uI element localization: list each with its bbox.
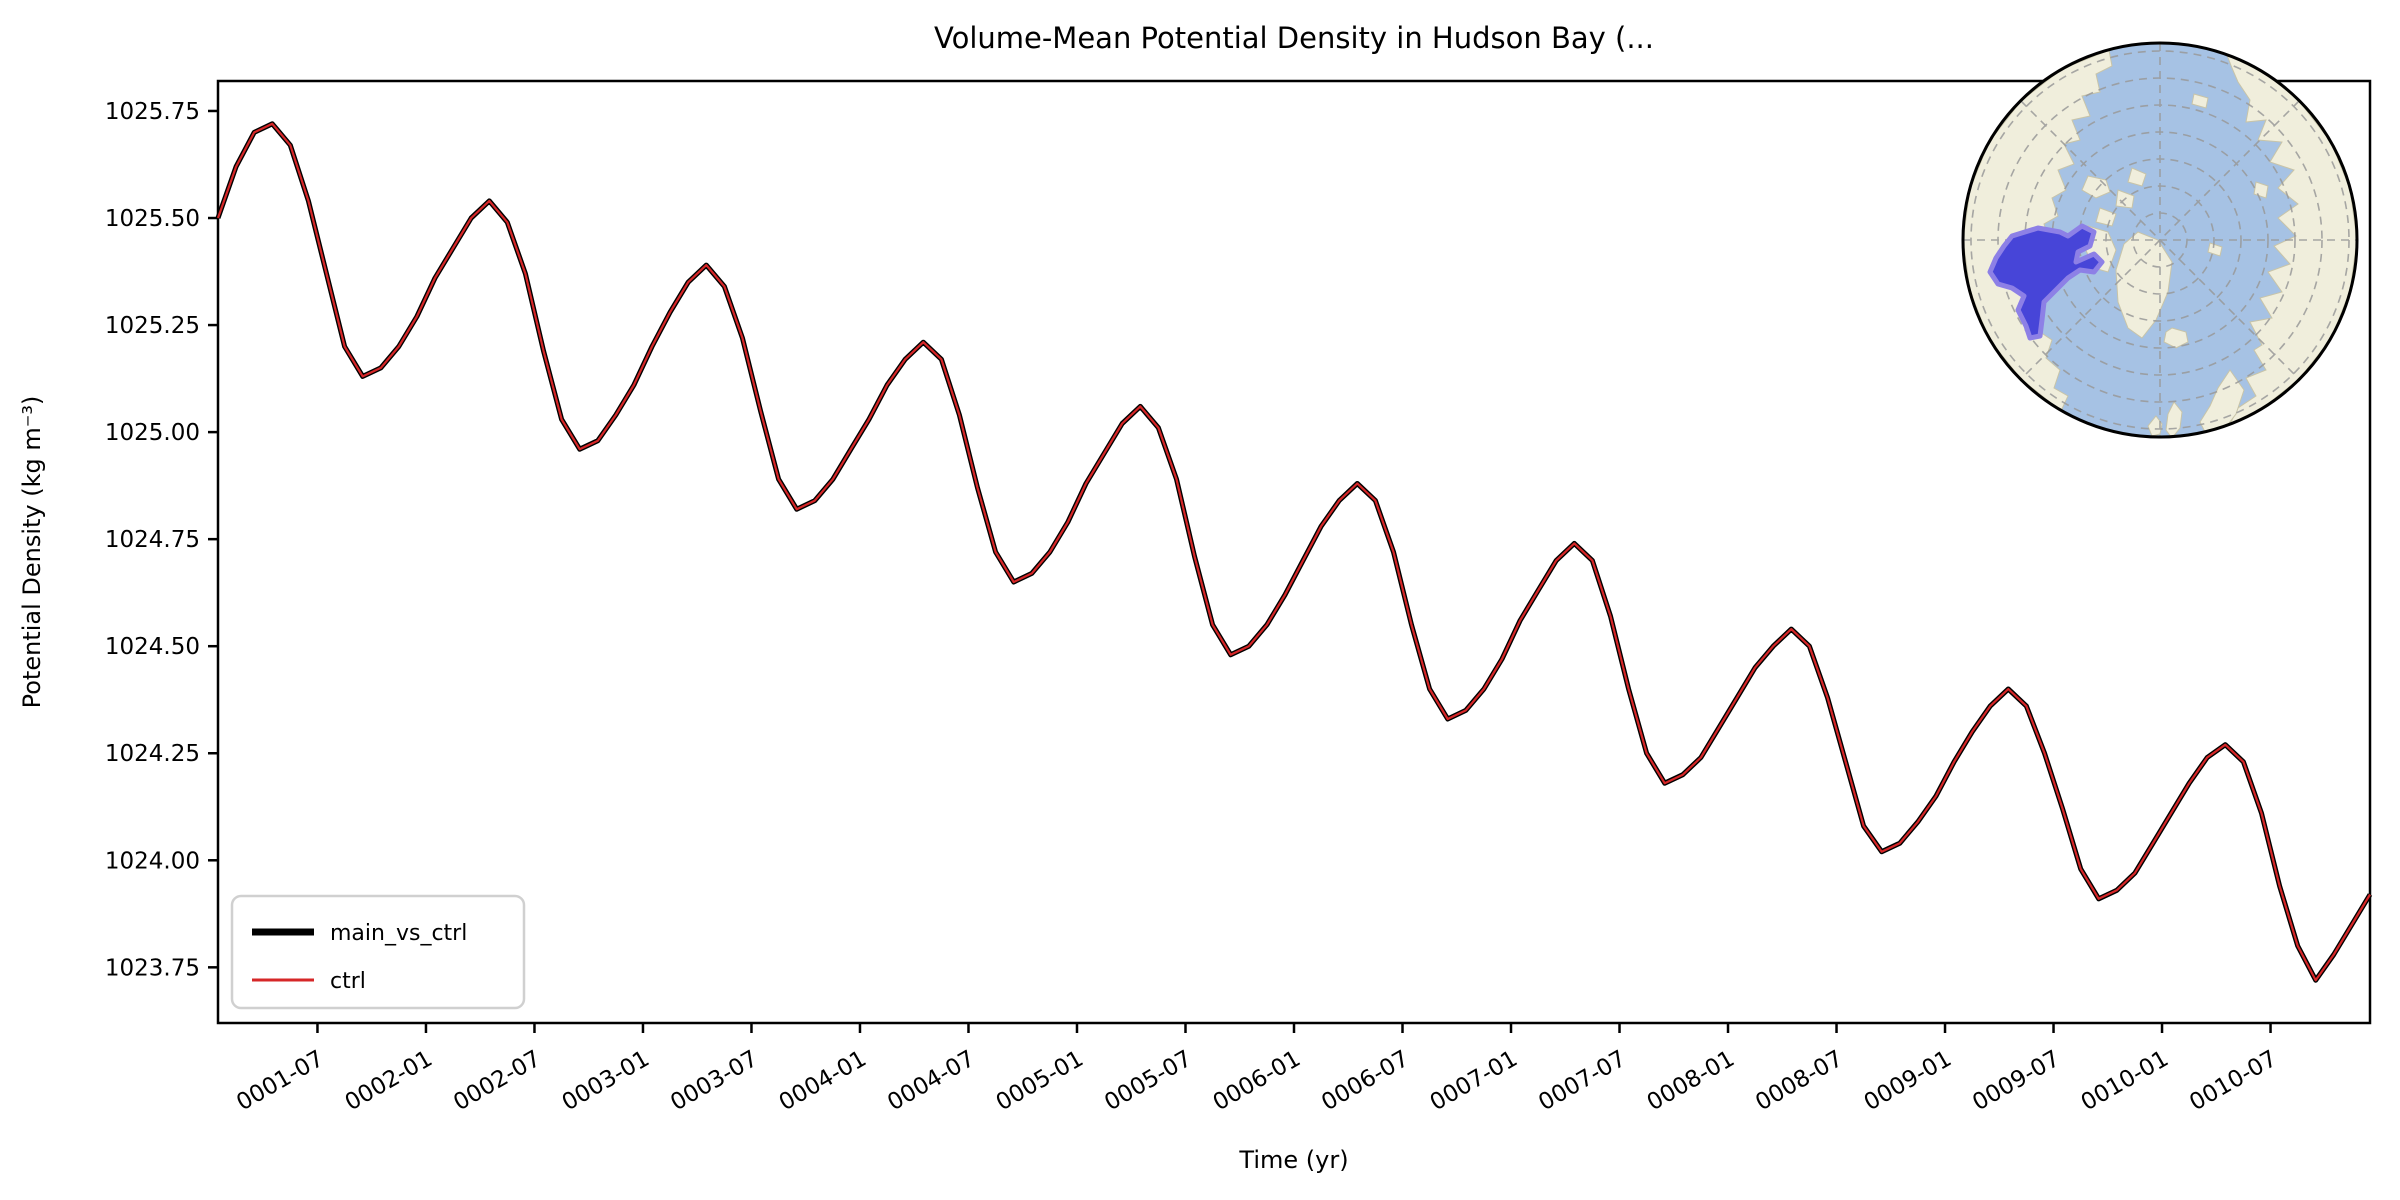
legend-label-main: main_vs_ctrl: [330, 921, 467, 946]
x-axis-label: Time (yr): [1238, 1146, 1348, 1174]
inset-map: [1961, 41, 2359, 439]
x-tick-label: 0002-01: [341, 1046, 437, 1117]
x-tick-label: 0004-07: [883, 1046, 979, 1117]
x-tick-label: 0003-01: [558, 1046, 654, 1117]
x-tick-label: 0008-01: [1643, 1046, 1739, 1117]
y-axis-label: Potential Density (kg m⁻³): [18, 396, 46, 709]
x-tick-label: 0009-01: [1860, 1046, 1956, 1117]
x-tick-label: 0007-01: [1426, 1046, 1522, 1117]
x-tick-label: 0010-07: [2185, 1046, 2281, 1117]
y-tick-label: 1025.00: [105, 420, 200, 446]
x-tick-label: 0003-07: [666, 1046, 762, 1117]
y-tick-label: 1025.75: [105, 99, 200, 125]
legend: main_vs_ctrl ctrl: [230, 894, 526, 1010]
x-tick-label: 0008-07: [1751, 1046, 1847, 1117]
legend-label-ctrl: ctrl: [330, 969, 366, 994]
hudson-bay-highlight: [1987, 223, 2105, 341]
y-tick-label: 1024.50: [105, 634, 200, 660]
x-tick-label: 0005-01: [992, 1046, 1088, 1117]
x-tick-label: 0005-07: [1100, 1046, 1196, 1117]
x-tick-label: 0007-07: [1534, 1046, 1630, 1117]
map-outline: [1961, 41, 2359, 439]
y-tick-label: 1025.50: [105, 206, 200, 232]
legend-box: [230, 894, 526, 1010]
x-tick-label: 0006-01: [1209, 1046, 1305, 1117]
y-tick-label: 1023.75: [105, 955, 200, 981]
y-tick-label: 1024.25: [105, 741, 200, 767]
series-line-ctrl: [216, 122, 2371, 982]
map-graticule: [1963, 43, 2357, 437]
y-tick-label: 1024.75: [105, 527, 200, 553]
y-tick-label: 1025.25: [105, 313, 200, 339]
x-tick-label: 0001-07: [232, 1046, 328, 1117]
x-tick-label: 0006-07: [1317, 1046, 1413, 1117]
x-tick-label: 0009-07: [1968, 1046, 2064, 1117]
chart-title: Volume-Mean Potential Density in Hudson …: [934, 21, 1654, 55]
x-tick-label: 0002-07: [449, 1046, 545, 1117]
y-tick-label: 1024.00: [105, 848, 200, 874]
x-tick-label: 0004-01: [775, 1046, 871, 1117]
x-tick-label: 0010-01: [2077, 1046, 2173, 1117]
